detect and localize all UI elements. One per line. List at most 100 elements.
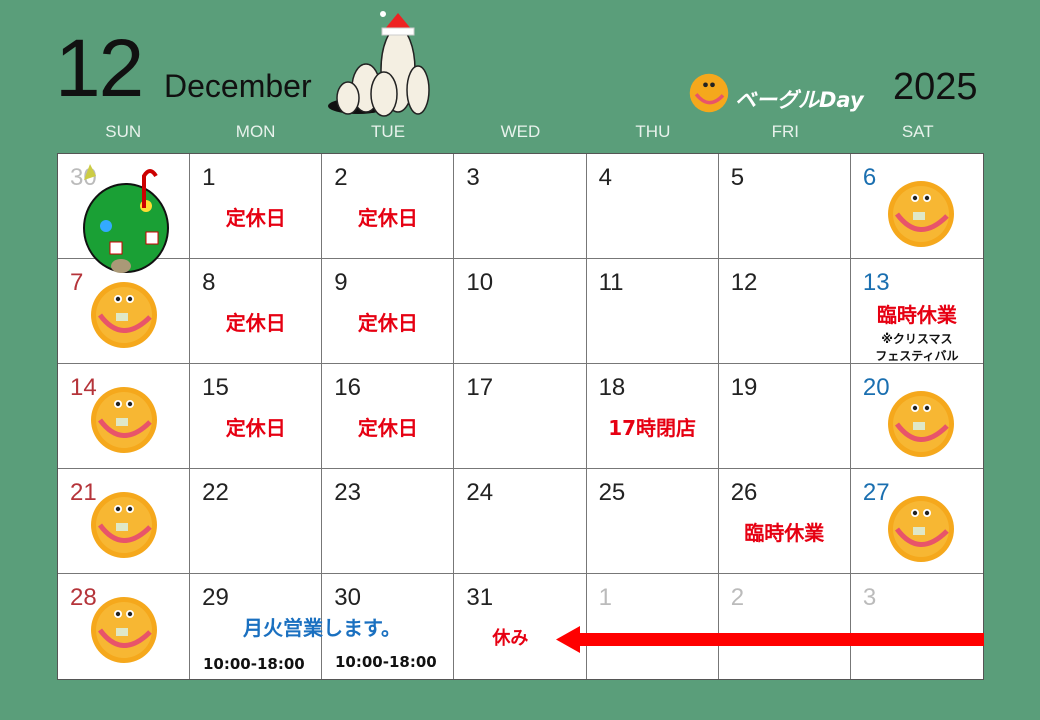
day-cell: 20 bbox=[850, 364, 983, 469]
day-number: 5 bbox=[730, 164, 745, 191]
day-number: 31 bbox=[466, 584, 494, 611]
day-cell: 3 bbox=[454, 154, 587, 259]
day-cell: 25 bbox=[586, 469, 719, 574]
day-cell: 30 bbox=[58, 154, 191, 273]
day-number: 17 bbox=[466, 374, 494, 401]
day-cell: 4 bbox=[586, 154, 719, 259]
day-number: 15 bbox=[202, 374, 229, 401]
day-cell: 11 bbox=[586, 259, 719, 364]
bagel-day-icon bbox=[689, 73, 729, 113]
day-number: 14 bbox=[70, 374, 97, 401]
day-note: 定休日 bbox=[225, 416, 286, 440]
weekday-sun: SUN bbox=[105, 122, 142, 141]
day-cell: 27 bbox=[850, 469, 983, 574]
day-number: 25 bbox=[598, 479, 626, 506]
bagel-day-icon bbox=[885, 493, 957, 565]
hours-30: 10:00-18:00 bbox=[335, 653, 437, 671]
weekday-header: SUN MON TUE WED THU FRI SAT bbox=[57, 122, 984, 142]
day-cell: 23 bbox=[322, 469, 455, 574]
day-number: 18 bbox=[598, 374, 626, 401]
day-cell: 9 定休日 bbox=[322, 259, 455, 364]
year: 2025 bbox=[893, 66, 978, 108]
day-cell: 31 休み bbox=[454, 574, 587, 679]
bagel-day-icon bbox=[885, 388, 957, 460]
day-cell: 10 bbox=[454, 259, 587, 364]
day-number: 22 bbox=[202, 479, 229, 506]
day-number: 10 bbox=[466, 269, 494, 296]
day-cell: 6 bbox=[850, 154, 983, 259]
day-cell: 22 bbox=[190, 469, 323, 574]
day-number: 7 bbox=[70, 269, 84, 296]
weekday-sat: SAT bbox=[901, 122, 934, 141]
day-subnote: ※クリスマス フェスティバル bbox=[851, 331, 983, 365]
day-cell: 2 bbox=[718, 574, 851, 679]
day-note: 定休日 bbox=[225, 206, 286, 230]
day-cell: 3 bbox=[850, 574, 983, 679]
day-note: 定休日 bbox=[357, 206, 418, 230]
day-cell: 13 臨時休業 ※クリスマス フェスティバル bbox=[850, 259, 983, 365]
closed-period-arrow-icon bbox=[556, 626, 984, 653]
day-number: 20 bbox=[862, 374, 890, 401]
month-number: 12 bbox=[55, 23, 144, 114]
day-number: 19 bbox=[730, 374, 758, 401]
day-cell: 1 bbox=[586, 574, 719, 679]
day-number: 24 bbox=[466, 479, 494, 506]
bagel-day-icon bbox=[88, 489, 160, 561]
bagel-day-icon bbox=[88, 384, 160, 456]
day-number: 23 bbox=[334, 479, 361, 506]
open-notice: 月火営業します。 bbox=[243, 616, 401, 640]
day-cell: 19 bbox=[718, 364, 851, 469]
day-cell: 29 bbox=[190, 574, 323, 679]
day-cell: 2 定休日 bbox=[322, 154, 455, 259]
day-number: 3 bbox=[466, 164, 480, 191]
day-cell: 8 定休日 bbox=[190, 259, 323, 364]
day-number: 12 bbox=[730, 269, 758, 296]
day-note: 定休日 bbox=[357, 311, 418, 335]
day-number: 27 bbox=[862, 479, 890, 506]
day-number: 28 bbox=[70, 584, 97, 611]
day-note: 定休日 bbox=[225, 311, 286, 335]
day-cell: 12 bbox=[718, 259, 851, 364]
day-cell: 15 定休日 bbox=[190, 364, 323, 469]
day-note: 臨時休業 bbox=[876, 303, 957, 327]
day-cell: 18 17時閉店 bbox=[586, 364, 719, 469]
day-number: 1 bbox=[202, 164, 216, 191]
month-name: December bbox=[164, 68, 312, 104]
day-cell: 28 bbox=[58, 574, 191, 679]
calendar-grid: 30 1 定休日 2 定休日 3 4 5 6 7 8 定休日 9 定休日 10 11 12 13 臨時休業 ※クリスマ… bbox=[57, 153, 984, 680]
day-number: 16 bbox=[334, 374, 361, 401]
day-number: 2 bbox=[334, 164, 348, 191]
day-number: 9 bbox=[334, 269, 348, 296]
day-cell: 16 定休日 bbox=[322, 364, 455, 469]
day-number: 4 bbox=[598, 164, 612, 191]
day-note: 定休日 bbox=[357, 416, 418, 440]
santa-bagel-illustration bbox=[328, 11, 430, 117]
day-note: 休み bbox=[492, 628, 529, 649]
bagel-day-icon bbox=[88, 594, 160, 666]
day-number: 29 bbox=[202, 584, 229, 611]
day-cell: 24 bbox=[454, 469, 587, 574]
bagel-day-legend: ベーグルDay bbox=[735, 88, 864, 112]
day-number: 30 bbox=[70, 164, 97, 191]
weekday-tue: TUE bbox=[371, 122, 406, 141]
day-number: 21 bbox=[70, 479, 97, 506]
weekday-thu: THU bbox=[635, 122, 671, 141]
day-note: 17時閉店 bbox=[608, 416, 697, 440]
day-cell: 21 bbox=[58, 469, 191, 574]
bagel-day-icon bbox=[88, 279, 160, 351]
day-cell: 17 bbox=[454, 364, 587, 469]
day-number: 8 bbox=[202, 269, 216, 296]
day-cell: 1 定休日 bbox=[190, 154, 323, 259]
day-cell: 26 臨時休業 bbox=[718, 469, 851, 574]
hours-29: 10:00-18:00 bbox=[203, 655, 305, 673]
day-number: 11 bbox=[598, 269, 624, 296]
day-number: 26 bbox=[730, 479, 758, 506]
day-number: 2 bbox=[730, 584, 745, 611]
weekday-fri: FRI bbox=[771, 122, 800, 141]
weekday-wed: WED bbox=[500, 122, 541, 141]
christmas-tree-icon bbox=[76, 156, 176, 276]
day-note: 臨時休業 bbox=[744, 521, 825, 545]
subnote-line: ※クリスマス bbox=[881, 332, 953, 346]
day-number: 30 bbox=[334, 584, 361, 611]
bagel-day-icon bbox=[885, 178, 957, 250]
